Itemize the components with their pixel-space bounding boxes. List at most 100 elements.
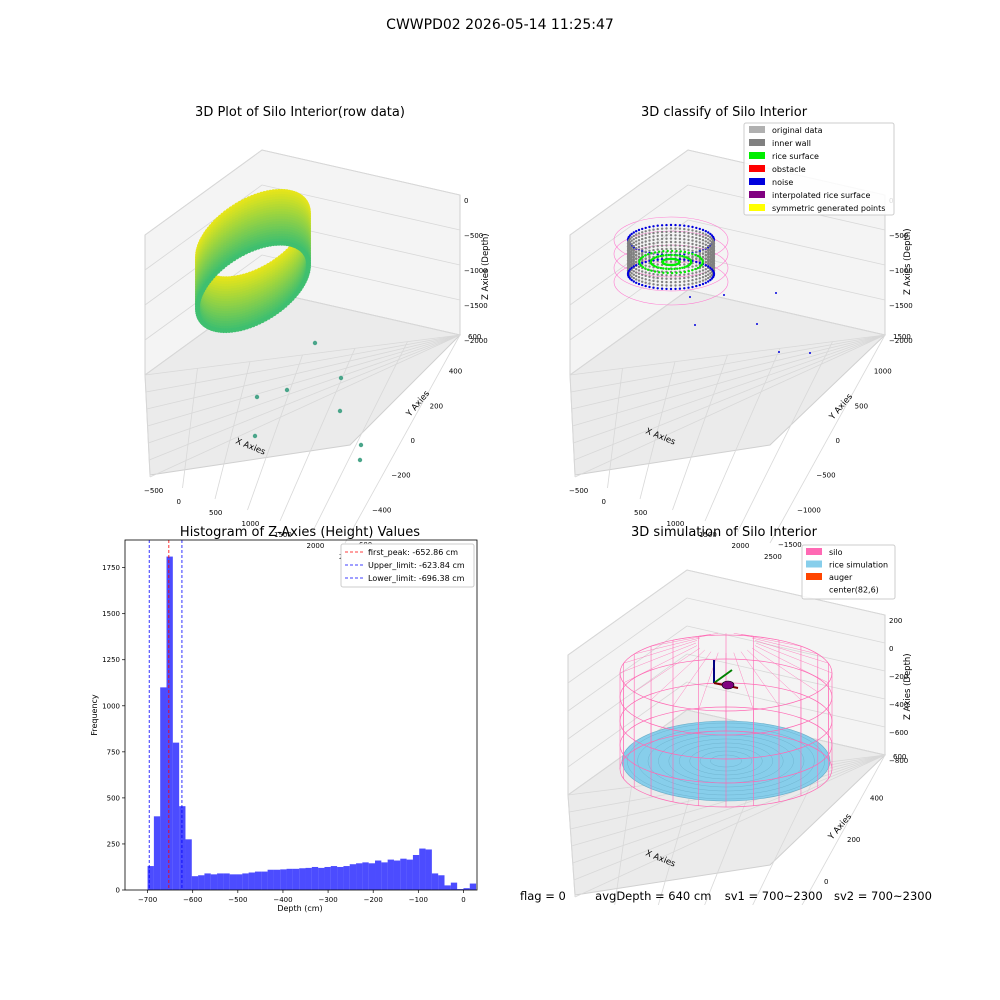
classify-x-tick: −500 — [569, 487, 588, 495]
classify-y-tick: −1500 — [778, 541, 802, 549]
legend-label: obstacle — [772, 165, 806, 174]
rice-surface-point — [691, 252, 694, 255]
classified-point — [701, 269, 705, 272]
histogram-legend-box — [340, 543, 475, 588]
rice-surface-point — [700, 263, 703, 267]
histogram-bar — [406, 859, 413, 890]
raw-noise-point — [312, 340, 318, 346]
histogram-bar — [280, 869, 287, 890]
histogram-bar — [191, 876, 199, 890]
histogram-bar — [431, 873, 439, 890]
histogram-bar — [375, 860, 382, 890]
histogram-bar — [343, 866, 350, 890]
raw-z-ticks: 0 −500 −1000 −1500 −2000 — [464, 197, 488, 345]
classified-point — [648, 229, 651, 232]
classified-point — [637, 239, 641, 242]
classified-point — [698, 251, 701, 254]
classified-point — [628, 254, 632, 257]
classified-point — [652, 286, 655, 289]
classified-point — [665, 230, 668, 234]
classified-point — [656, 238, 659, 241]
classified-point — [674, 237, 677, 240]
classified-point — [701, 279, 705, 282]
classified-point — [701, 252, 705, 255]
classified-point — [709, 266, 712, 270]
classified-point — [635, 281, 638, 284]
classified-point — [674, 227, 677, 230]
classified-point — [698, 234, 701, 237]
classified-point — [695, 247, 698, 250]
legend-swatch — [749, 139, 765, 146]
histogram-bar — [463, 888, 470, 890]
rice-surface-point — [670, 249, 674, 253]
classify-x-tick: 0 — [602, 498, 606, 506]
histogram-bar — [450, 882, 458, 890]
classified-point — [701, 272, 705, 275]
histogram-bar — [153, 816, 161, 890]
raw-z-tick: −2000 — [464, 337, 488, 345]
raw-panel-title: 3D Plot of Silo Interior(row data) — [195, 105, 405, 120]
raw-z-label: Z Axies (Depth) — [481, 233, 491, 300]
classified-point — [698, 283, 701, 287]
classified-point — [691, 225, 694, 229]
classified-point — [660, 287, 664, 290]
legend-label: symmetric generated points — [772, 204, 885, 213]
classified-point — [695, 240, 698, 243]
classified-point — [635, 250, 638, 253]
classified-point — [701, 282, 705, 286]
classified-point — [635, 243, 638, 246]
classified-point — [660, 237, 664, 241]
auger-y-arrow — [713, 669, 733, 684]
rice-surface-point — [664, 254, 668, 257]
classified-point — [652, 235, 655, 238]
classified-point — [704, 253, 707, 257]
raw-noise-points — [252, 340, 364, 463]
y-tick-label: 500 — [107, 794, 120, 802]
classified-point — [656, 227, 659, 231]
x-tick-label: −300 — [318, 896, 337, 904]
classified-point — [656, 287, 659, 290]
raw-z-tick: 0 — [464, 197, 468, 205]
classified-point — [704, 268, 707, 271]
classify-y-tick: −500 — [816, 472, 835, 480]
classified-point — [698, 227, 701, 231]
raw-x-tick: 500 — [209, 509, 222, 517]
classified-point — [630, 266, 633, 270]
classified-point — [660, 244, 664, 247]
classified-point — [707, 248, 710, 251]
classified-point — [678, 273, 682, 277]
classified-point — [665, 260, 668, 263]
classified-point — [652, 231, 655, 235]
rice-surface-point — [675, 271, 678, 275]
rice-surface-point — [662, 267, 665, 270]
classified-point — [641, 251, 644, 254]
rice-surface-point — [646, 268, 650, 271]
rice-surface-point — [675, 249, 678, 253]
classified-point — [641, 241, 644, 244]
classify-3d-panel: 3D classify of Silo Interior −500 0 500 100… — [569, 105, 913, 561]
classified-point — [644, 250, 647, 253]
classified-point — [687, 228, 690, 231]
classified-point — [695, 230, 698, 233]
histogram-bar — [393, 860, 401, 890]
sv2-value: sv2 = 700~2300 — [833, 889, 932, 903]
classified-point — [656, 234, 659, 238]
classified-point — [704, 243, 707, 246]
histogram-bar — [318, 867, 325, 890]
classified-point — [704, 247, 707, 250]
classified-point — [678, 227, 682, 230]
legend-swatch — [806, 573, 822, 580]
classify-panel-title: 3D classify of Silo Interior — [641, 105, 808, 120]
histogram-frame — [124, 539, 478, 891]
classify-y-ticks: 1500 1000 500 0 −500 −1000 −1500 — [778, 333, 911, 549]
noise-point — [694, 324, 696, 326]
classified-point — [630, 259, 633, 263]
rice-surface-point — [646, 253, 650, 256]
classified-point — [648, 265, 651, 268]
classify-points — [613, 216, 811, 354]
histogram-bar — [469, 883, 477, 890]
classified-point — [687, 279, 690, 283]
classified-point — [630, 263, 633, 266]
silo-roof-line — [740, 651, 780, 707]
classified-point — [669, 240, 673, 244]
